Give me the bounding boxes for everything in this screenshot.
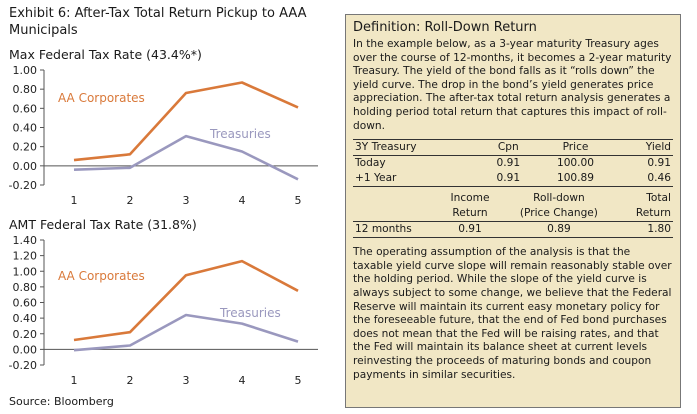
- x-tick-label: 5: [295, 194, 302, 207]
- table-header-cell: [353, 206, 440, 223]
- exhibit-title: Exhibit 6: After-Tax Total Return Pickup…: [9, 6, 307, 38]
- series-line-treasuries: [73, 313, 299, 352]
- y-tick-label: 0.60: [13, 297, 38, 310]
- treasury-table: 3Y Treasury Cpn Price Yield Today 0.91 1…: [353, 139, 673, 188]
- chart1-max-federal-tax-rate: 1.00 0.80 0.60 0.40 0.20 0.00 -0.20 1 2 3 4 5 AA Cor…: [9, 64, 318, 207]
- y-tick-label: 0.80: [13, 83, 38, 96]
- x-tick-label: 3: [183, 194, 190, 207]
- y-tick-label: 0.00: [13, 160, 38, 173]
- table-header-cell: Return: [439, 206, 501, 223]
- y-tick-label: 0.40: [13, 312, 38, 325]
- y-tick-label: 0.20: [13, 141, 38, 154]
- table-cell: Today: [355, 157, 386, 170]
- x-tick-label: 3: [183, 374, 190, 387]
- y-tick-label: 1.00: [13, 64, 38, 77]
- definition-box: Definition: Roll-Down Return In the exam…: [345, 14, 681, 408]
- treasury-table-header: 3Y Treasury Cpn Price Yield: [353, 139, 673, 157]
- table-header-cell: Roll-down: [533, 192, 585, 205]
- rolldown-table: Income Roll-down Total Return (Price Cha…: [353, 191, 673, 239]
- table-header-cell: Yield: [615, 139, 673, 157]
- table-header-cell: Total: [646, 192, 671, 205]
- table-cell: 1.80: [617, 221, 673, 239]
- table-header-cell: Cpn: [481, 139, 536, 157]
- definition-paragraph-1: In the example below, as a 3-year maturi…: [353, 38, 672, 132]
- table-header-cell: Price: [535, 139, 616, 157]
- x-tick-label: 4: [239, 194, 246, 207]
- y-tick-label: 1.40: [13, 234, 38, 247]
- series-label-treasuries: Treasuries: [219, 306, 281, 320]
- y-tick-label: 0.60: [13, 102, 38, 115]
- y-tick-label: 1.00: [13, 265, 38, 278]
- x-tick-label: 1: [71, 194, 78, 207]
- table-cell: 0.89: [500, 221, 618, 239]
- table-cell: 12 months: [353, 221, 440, 239]
- chart1-title: Max Federal Tax Rate (43.4%*): [9, 47, 202, 62]
- y-tick-label: 0.20: [13, 328, 38, 341]
- series-label-treasuries: Treasuries: [209, 127, 271, 141]
- table-cell: 0.46: [615, 171, 673, 188]
- table-header-cell: [353, 191, 439, 206]
- table-cell: 100.00: [556, 157, 595, 170]
- x-tick-label: 4: [239, 374, 246, 387]
- series-label-aa-corporates: AA Corporates: [58, 269, 145, 283]
- x-tick-label: 5: [295, 374, 302, 387]
- table-cell: 0.91: [481, 171, 536, 188]
- chart2-title: AMT Federal Tax Rate (31.8%): [9, 217, 197, 232]
- y-tick-label: 0.40: [13, 122, 38, 135]
- y-tick-label: 0.00: [13, 343, 38, 356]
- table-header-cell: Return: [617, 206, 673, 223]
- table-cell: 0.91: [439, 221, 501, 239]
- x-tick-label: 1: [71, 374, 78, 387]
- table-row: +1 Year 0.91 100.89 0.46: [353, 171, 673, 188]
- table-row: 12 months 0.91 0.89 1.80: [353, 221, 673, 239]
- table-cell: 0.91: [647, 157, 671, 170]
- series-label-aa-corporates: AA Corporates: [58, 91, 145, 105]
- y-tick-label: 1.20: [13, 250, 38, 263]
- y-tick-label: -0.20: [9, 179, 37, 192]
- x-tick-label: 2: [127, 194, 134, 207]
- table-header-cell: 3Y Treasury: [353, 139, 482, 157]
- table-cell: 0.91: [496, 157, 521, 170]
- table-header-cell: (Price Change): [500, 206, 618, 223]
- table-row: Today 0.91 100.00 0.91: [353, 156, 673, 172]
- x-tick-label: 2: [127, 374, 134, 387]
- table-cell: 100.89: [535, 171, 616, 188]
- chart2-amt-federal-tax-rate: 1.40 1.20 1.00 0.80 0.60 0.40 0.20 0.00 -0.20 1 2 3…: [9, 234, 318, 387]
- rolldown-table-header-1: Income Roll-down Total: [353, 191, 673, 206]
- rolldown-table-header-2: Return (Price Change) Return: [353, 206, 673, 223]
- y-tick-label: -0.20: [9, 359, 37, 372]
- table-cell: +1 Year: [353, 171, 482, 188]
- definition-title: Definition: Roll-Down Return: [353, 20, 537, 35]
- source-note: Source: Bloomberg: [9, 395, 114, 408]
- table-header-cell: Income: [450, 192, 490, 205]
- y-tick-label: 0.80: [13, 281, 38, 294]
- definition-paragraph-2: The operating assumption of the analysis…: [353, 246, 672, 381]
